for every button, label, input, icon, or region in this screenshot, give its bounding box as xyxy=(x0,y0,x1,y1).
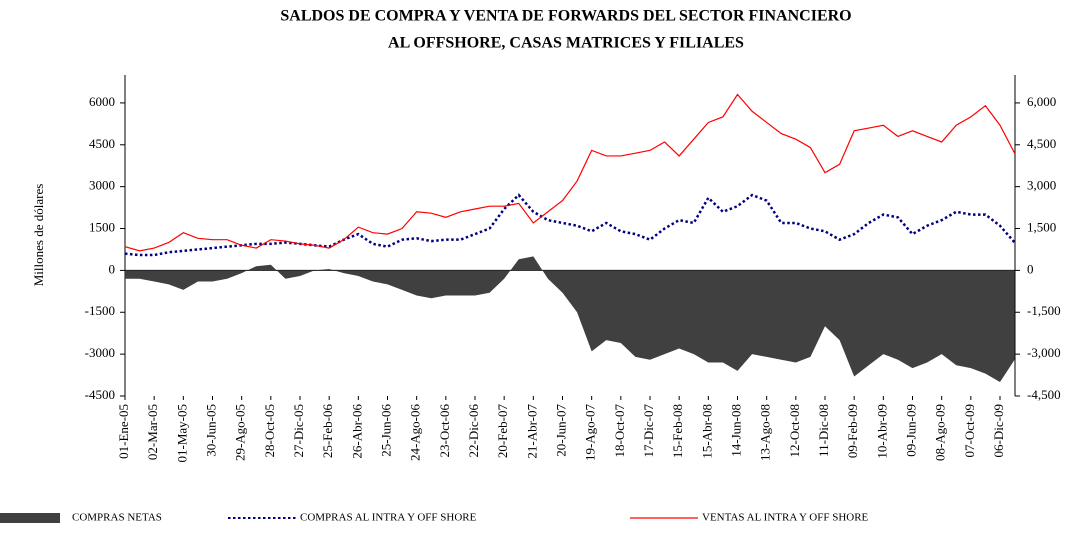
x-tick-label: 07-Oct-09 xyxy=(962,404,977,457)
x-tick-label: 15-Feb-08 xyxy=(670,404,685,458)
x-tick-label: 11-Dic-08 xyxy=(816,404,831,457)
x-tick-label: 10-Abr-09 xyxy=(874,404,889,459)
x-tick-label: 29-Ago-05 xyxy=(233,404,248,461)
x-tick-label: 09-Jun-09 xyxy=(903,404,918,457)
x-tick-label: 08-Ago-09 xyxy=(933,404,948,461)
x-tick-label: 01-Ene-05 xyxy=(116,404,131,459)
x-tick-label: 12-Oct-08 xyxy=(787,404,802,457)
y2-tick-label: 6,000 xyxy=(1027,94,1056,109)
y-tick-label: 3000 xyxy=(89,178,115,193)
y-tick-label: -3000 xyxy=(85,345,115,360)
x-tick-label: 17-Dic-07 xyxy=(641,404,656,458)
y-tick-label: 4500 xyxy=(89,136,115,151)
chart-title: SALDOS DE COMPRA Y VENTA DE FORWARDS DEL… xyxy=(280,8,851,25)
y-tick-label: 0 xyxy=(109,261,116,276)
legend-swatch xyxy=(0,513,60,523)
x-tick-label: 30-Jun-05 xyxy=(203,404,218,457)
x-tick-label: 19-Ago-07 xyxy=(583,404,598,462)
y-axis-label: Millones de dólares xyxy=(31,184,46,287)
y2-tick-label: 4,500 xyxy=(1027,136,1056,151)
legend-label: COMPRAS AL INTRA Y OFF SHORE xyxy=(300,512,477,524)
x-tick-label: 24-Ago-06 xyxy=(408,404,423,462)
x-tick-label: 15-Abr-08 xyxy=(699,404,714,459)
chart-title: AL OFFSHORE, CASAS MATRICES Y FILIALES xyxy=(388,35,744,52)
x-tick-label: 01-May-05 xyxy=(174,404,189,463)
x-tick-label: 13-Ago-08 xyxy=(758,404,773,461)
x-tick-label: 18-Oct-07 xyxy=(612,404,627,458)
y2-tick-label: 1,500 xyxy=(1027,220,1056,235)
y-tick-label: -4500 xyxy=(85,387,115,402)
x-tick-label: 25-Feb-06 xyxy=(320,404,335,459)
y-tick-label: -1500 xyxy=(85,303,115,318)
x-tick-label: 28-Oct-05 xyxy=(262,404,277,457)
x-tick-label: 09-Feb-09 xyxy=(845,404,860,458)
y-tick-label: 6000 xyxy=(89,94,115,109)
x-tick-label: 25-Jun-06 xyxy=(378,404,393,457)
y2-tick-label: 0 xyxy=(1027,261,1034,276)
y2-tick-label: -1,500 xyxy=(1027,303,1061,318)
y-tick-label: 1500 xyxy=(89,220,115,235)
x-tick-label: 20-Feb-07 xyxy=(495,404,510,459)
x-tick-label: 14-Jun-08 xyxy=(728,404,743,457)
y2-tick-label: 3,000 xyxy=(1027,178,1056,193)
x-tick-label: 23-Oct-06 xyxy=(437,404,452,458)
area xyxy=(125,256,1015,383)
x-tick-label: 22-Dic-06 xyxy=(466,404,481,458)
y2-tick-label: -4,500 xyxy=(1027,387,1061,402)
legend-label: VENTAS AL INTRA Y OFF SHORE xyxy=(702,512,869,524)
x-tick-label: 26-Abr-06 xyxy=(349,404,364,459)
x-tick-label: 27-Dic-05 xyxy=(291,404,306,457)
legend-label: COMPRAS NETAS xyxy=(72,512,162,524)
y2-tick-label: -3,000 xyxy=(1027,345,1061,360)
x-tick-label: 06-Dic-09 xyxy=(991,404,1006,457)
x-tick-label: 02-Mar-05 xyxy=(145,404,160,460)
x-tick-label: 20-Jun-07 xyxy=(553,404,568,457)
line xyxy=(124,93,1016,252)
x-tick-label: 21-Abr-07 xyxy=(524,404,539,459)
line xyxy=(124,193,1016,257)
